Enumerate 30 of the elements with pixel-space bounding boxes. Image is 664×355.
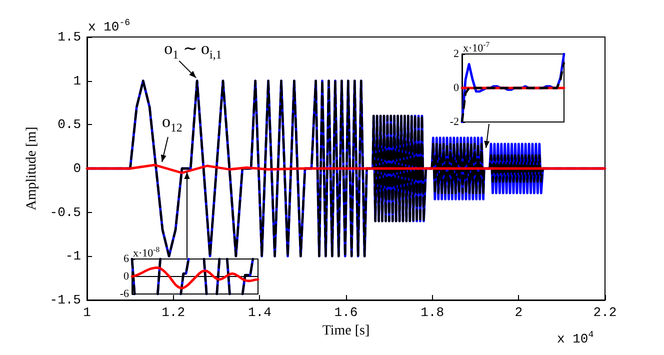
annotation: o$_{1}$ ∼ o$_{i,1}$ bbox=[164, 38, 222, 62]
x-tick-label: 2 bbox=[514, 305, 523, 320]
x-axis-title: Time [s] bbox=[322, 323, 370, 338]
x-tick-label: 1.4 bbox=[248, 305, 272, 320]
y-tick-label: -0.5 bbox=[50, 204, 81, 220]
text: x 10$^{-6}$ bbox=[88, 17, 130, 34]
y-tick-label: 2 bbox=[454, 48, 459, 60]
x-tick-label: 1.2 bbox=[162, 305, 186, 320]
x-tick-label: 1 bbox=[83, 305, 92, 320]
annotation: x·10$^{-8}$ bbox=[133, 245, 160, 260]
y-tick-label: 1 bbox=[73, 73, 82, 88]
x-tick-label: 1.8 bbox=[420, 305, 444, 320]
y-tick-label: -1.5 bbox=[50, 292, 81, 308]
y-tick-label: 0 bbox=[124, 270, 130, 282]
y-tick-label: 0 bbox=[454, 82, 460, 94]
text: x 10$^{4}$ bbox=[557, 329, 594, 346]
x-tick-label: 1.6 bbox=[334, 305, 358, 320]
y-tick-label: 0.5 bbox=[58, 117, 81, 132]
y-tick-label: 0 bbox=[73, 161, 81, 176]
y-axis-title: Amplitude [m] bbox=[24, 126, 40, 210]
y-tick-label: 1.5 bbox=[58, 30, 81, 44]
annotation: x·10$^{-7}$ bbox=[463, 40, 490, 55]
line-series bbox=[86, 164, 606, 174]
line-series bbox=[130, 266, 260, 290]
annotation: o$_{12}$ bbox=[162, 112, 182, 134]
y-tick-label: 6 bbox=[124, 253, 130, 265]
y-tick-label: -2 bbox=[450, 116, 459, 128]
y-tick-label: -1 bbox=[65, 248, 82, 264]
y-tick-label: -6 bbox=[120, 288, 130, 300]
x-tick-label: 2.2 bbox=[593, 305, 617, 320]
